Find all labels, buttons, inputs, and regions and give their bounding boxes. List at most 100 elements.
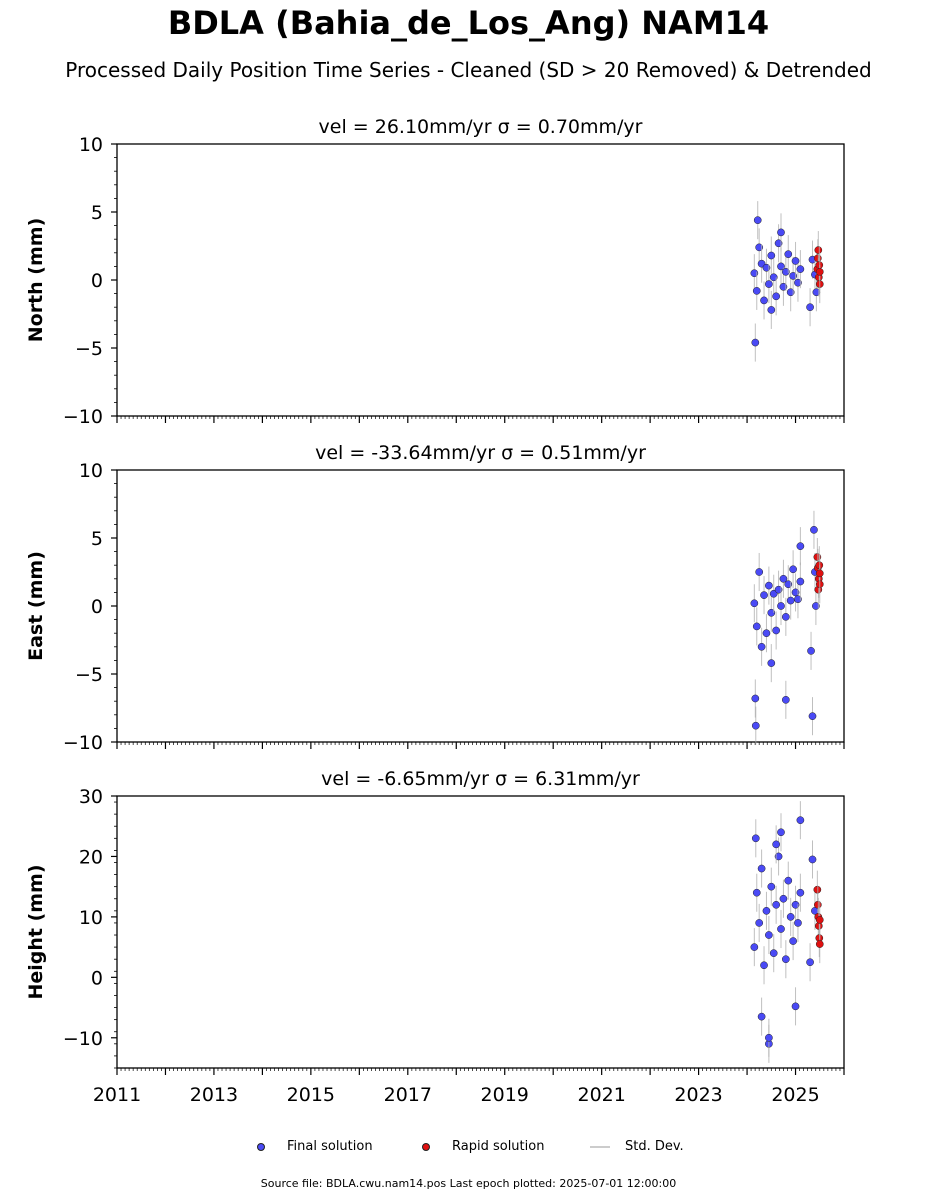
series-rapid: [813, 538, 824, 609]
data-point: [772, 626, 780, 635]
y-tick-label: −5: [75, 664, 103, 686]
panel-2: vel = -6.65mm/yr σ = 6.31mm/yr Height (mm…: [25, 768, 845, 1106]
legend-label-final: Final solution: [287, 1139, 373, 1154]
legend-label-std: Std. Dev.: [625, 1139, 684, 1154]
y-axis-label: North (mm): [25, 218, 47, 343]
final-solution-marker: [257, 1143, 265, 1151]
data-point: [796, 577, 805, 586]
panel-1: vel = -33.64mm/yr σ = 0.51mm/yr East (mm)…: [25, 442, 845, 754]
data-point: [794, 278, 802, 287]
panel-title: vel = 26.10mm/yr σ = 0.70mm/yr: [319, 116, 643, 138]
data-point: [750, 269, 759, 278]
data-point: [815, 569, 824, 578]
data-point: [796, 542, 805, 551]
data-point: [767, 659, 776, 667]
data-point: [767, 306, 776, 314]
series-final: [750, 801, 819, 1063]
y-tick-label: −10: [63, 1028, 103, 1050]
data-point: [779, 282, 788, 291]
data-point: [779, 894, 788, 903]
data-point: [786, 913, 795, 921]
data-point: [752, 622, 761, 631]
y-tick-label: 0: [91, 270, 103, 292]
y-tick-label: −10: [63, 732, 103, 754]
data-point: [765, 280, 773, 288]
data-point: [751, 694, 760, 703]
rapid-solution-marker: [422, 1143, 430, 1151]
data-point: [786, 288, 795, 297]
data-point: [772, 840, 780, 849]
y-tick-label: 5: [91, 202, 103, 224]
x-tick-label: 2011: [93, 1084, 141, 1106]
data-point: [769, 949, 778, 958]
data-point: [791, 900, 800, 909]
data-point: [777, 828, 785, 837]
data-point: [789, 565, 797, 574]
data-point: [777, 228, 785, 237]
data-point: [767, 608, 776, 617]
y-tick-label: 10: [79, 907, 103, 929]
series-rapid: [813, 870, 824, 964]
data-point: [806, 958, 814, 967]
panel-title: vel = -33.64mm/yr σ = 0.51mm/yr: [315, 442, 646, 464]
data-point: [751, 338, 760, 347]
data-point: [781, 695, 790, 704]
data-point: [784, 250, 793, 259]
data-point: [755, 919, 764, 927]
data-point: [765, 1033, 773, 1042]
data-point: [752, 287, 761, 295]
x-tick-label: 2013: [190, 1084, 238, 1106]
y-tick-label: 10: [79, 134, 103, 156]
y-tick-label: 10: [79, 460, 103, 482]
data-point: [812, 602, 820, 610]
data-point: [794, 595, 802, 604]
figure-subtitle: Processed Daily Position Time Series - C…: [65, 58, 872, 82]
data-point: [808, 712, 817, 721]
data-point: [765, 931, 773, 939]
std-dev-line-marker: [590, 1146, 610, 1148]
plot-frame: [116, 143, 845, 417]
data-point: [757, 642, 766, 651]
y-tick-label: −10: [63, 406, 103, 428]
legend: Final solution Rapid solution Std. Dev.: [0, 1137, 937, 1157]
series-final: [750, 510, 820, 745]
data-point: [752, 888, 761, 897]
x-tick-label: 2025: [771, 1084, 819, 1106]
data-point: [772, 292, 780, 301]
data-point: [751, 721, 760, 730]
series-rapid: [813, 231, 824, 304]
series-final: [750, 201, 821, 362]
data-point: [760, 961, 768, 970]
data-point: [789, 937, 797, 945]
data-point: [806, 303, 814, 312]
data-point: [767, 882, 776, 891]
data-point: [760, 296, 768, 305]
legend-label-rapid: Rapid solution: [452, 1139, 545, 1154]
plot-frame: [116, 469, 845, 743]
data-point: [757, 1012, 766, 1021]
x-tick-label: 2021: [577, 1084, 625, 1106]
data-point: [777, 262, 785, 271]
data-point: [791, 588, 800, 597]
plot-frame: [116, 795, 845, 1069]
data-point: [784, 876, 793, 885]
figure-title: BDLA (Bahia_de_Los_Ang) NAM14: [167, 4, 770, 42]
data-point: [815, 916, 824, 924]
data-point: [786, 596, 795, 605]
y-axis-label: Height (mm): [25, 864, 47, 999]
data-point: [753, 216, 762, 225]
data-point: [755, 568, 764, 576]
data-point: [808, 855, 817, 864]
data-point: [789, 272, 797, 280]
data-point: [750, 943, 759, 951]
y-tick-label: −5: [75, 338, 103, 360]
data-point: [791, 257, 800, 265]
data-point: [781, 955, 790, 964]
y-tick-label: 20: [79, 846, 103, 868]
data-point: [815, 267, 824, 276]
time-series-plots: vel = 26.10mm/yr σ = 0.70mm/yr North (mm)…: [25, 116, 845, 1106]
panel-0: vel = 26.10mm/yr σ = 0.70mm/yr North (mm)…: [25, 116, 845, 428]
data-point: [815, 940, 824, 948]
data-point: [774, 239, 783, 248]
panel-title: vel = -6.65mm/yr σ = 6.31mm/yr: [321, 768, 640, 790]
